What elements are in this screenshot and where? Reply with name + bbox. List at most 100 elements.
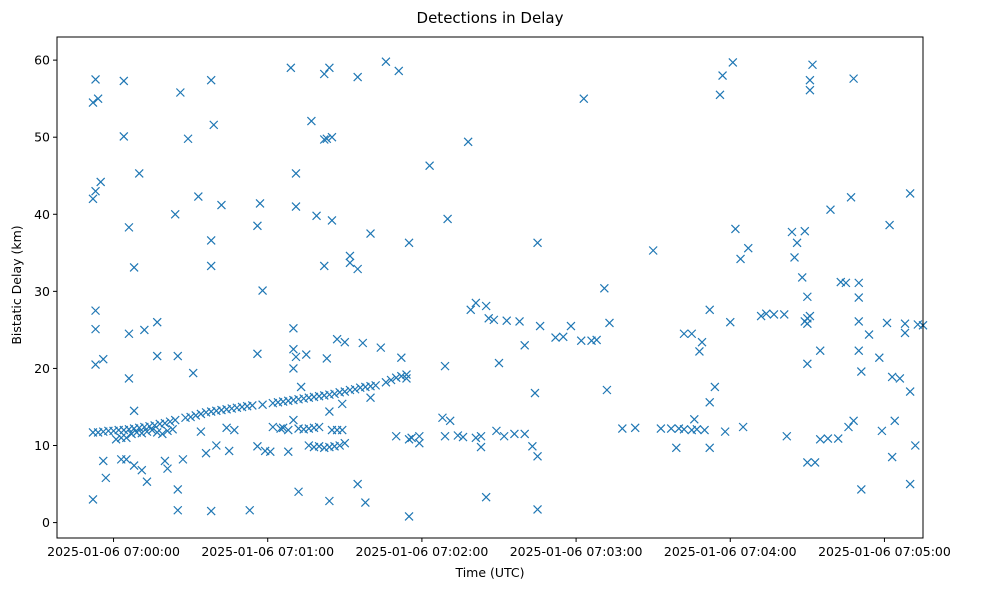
data-point [366, 229, 375, 238]
data-point [127, 429, 136, 439]
data-point [91, 360, 100, 370]
data-point [366, 393, 375, 403]
data-point [278, 423, 288, 433]
data-point [826, 205, 835, 215]
data-point [484, 313, 494, 323]
data-point [160, 456, 170, 466]
data-point [358, 338, 368, 348]
data-point [283, 425, 293, 435]
data-point [854, 346, 864, 356]
y-tick-label: 40 [34, 207, 50, 222]
data-point [353, 264, 363, 274]
data-point [849, 416, 859, 426]
data-point [700, 425, 709, 435]
data-point [381, 377, 391, 387]
data-point [856, 485, 866, 494]
data-point [324, 407, 334, 417]
data-point [692, 424, 702, 434]
data-point [877, 426, 887, 436]
data-point [137, 428, 147, 438]
data-point [150, 421, 160, 430]
data-point [414, 438, 424, 448]
data-point [152, 351, 162, 361]
data-point [129, 263, 139, 272]
data-point [443, 214, 453, 224]
data-point [715, 90, 725, 100]
data-point [98, 354, 108, 364]
data-point [502, 316, 512, 326]
data-point [895, 374, 905, 383]
data-point [324, 496, 334, 506]
data-point [782, 431, 792, 441]
data-point [833, 434, 843, 443]
data-point [492, 426, 501, 436]
data-point [515, 316, 524, 326]
data-point [890, 416, 900, 426]
data-point [330, 389, 339, 399]
data-point [402, 370, 411, 380]
data-point [170, 209, 180, 219]
data-point [790, 253, 799, 262]
data-point [345, 258, 355, 268]
data-point [134, 169, 144, 178]
data-point [841, 278, 851, 288]
data-point [605, 318, 614, 328]
data-point [808, 60, 817, 70]
data-point [360, 498, 370, 507]
data-point [494, 358, 504, 368]
data-point [345, 251, 355, 261]
data-point [245, 505, 255, 515]
data-point [206, 506, 216, 516]
data-point [319, 135, 329, 144]
data-point [137, 465, 147, 475]
data-point [671, 443, 681, 453]
data-point [476, 431, 486, 441]
data-point [306, 116, 316, 126]
data-point [340, 438, 350, 448]
data-point [173, 351, 183, 361]
data-point [340, 337, 350, 347]
data-point [887, 372, 897, 382]
data-point [276, 424, 285, 433]
data-point [91, 306, 100, 316]
data-point [404, 238, 414, 248]
data-point [391, 373, 401, 383]
data-point [710, 382, 720, 392]
data-point [489, 315, 499, 325]
data-point [353, 72, 363, 82]
data-point [402, 374, 411, 383]
data-point [466, 305, 476, 315]
data-point [792, 238, 802, 248]
data-point [440, 361, 450, 371]
y-axis: 0 10 20 30 40 50 60 [34, 53, 57, 530]
data-point [900, 319, 910, 329]
y-tick-label: 30 [34, 284, 50, 299]
data-point [656, 424, 666, 433]
data-point [88, 98, 98, 107]
data-point [527, 441, 537, 451]
data-point [88, 194, 98, 204]
data-point [602, 385, 612, 395]
data-point [756, 311, 766, 321]
data-point [160, 418, 170, 428]
data-point [800, 316, 810, 326]
data-point [736, 254, 745, 264]
data-point [353, 479, 363, 489]
data-point [551, 333, 560, 343]
data-point [163, 464, 172, 474]
x-tick-label: 2025-01-06 07:05:00 [818, 544, 951, 559]
data-point [617, 424, 627, 433]
data-point [900, 328, 910, 338]
data-point [720, 427, 730, 437]
data-point [520, 429, 530, 439]
data-point [337, 399, 347, 409]
data-point [206, 236, 216, 245]
y-tick-label: 10 [34, 438, 50, 453]
x-axis-title: Time (UTC) [454, 565, 524, 580]
data-point [312, 211, 321, 221]
data-point [800, 226, 810, 236]
x-tick-label: 2025-01-06 07:02:00 [356, 544, 489, 559]
data-point [905, 387, 915, 396]
data-point [810, 458, 820, 467]
data-point [229, 425, 239, 435]
